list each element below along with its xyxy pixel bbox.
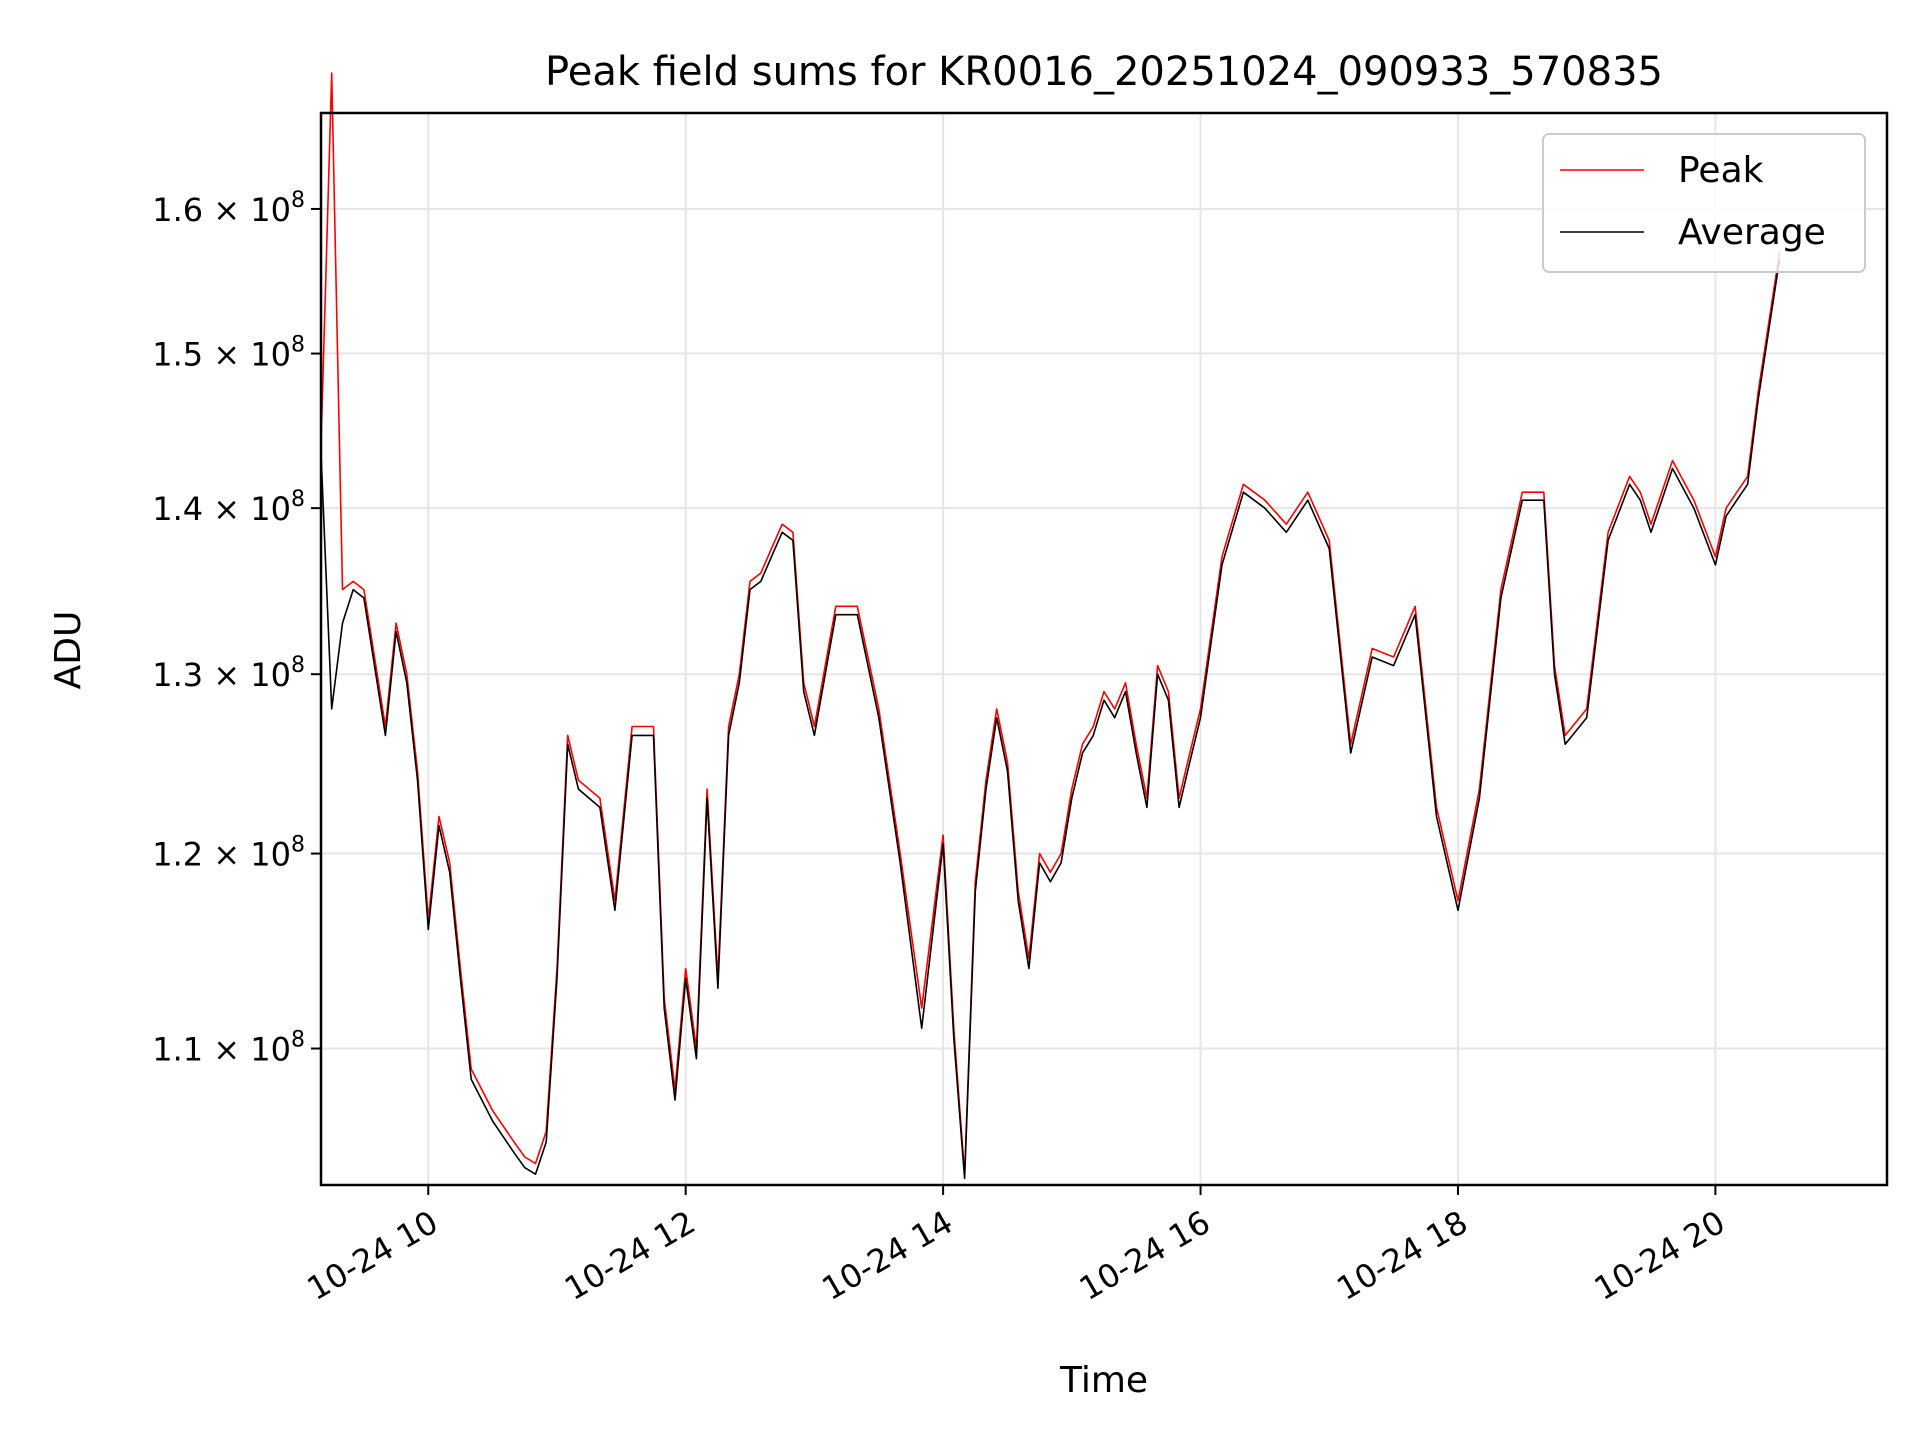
y-tick-label: 1.4 × 108: [152, 487, 305, 528]
legend: Peak Average: [1542, 133, 1866, 273]
legend-label-peak: Peak: [1678, 150, 1764, 191]
y-axis: 1.1 × 108 1.2 × 108 1.3 × 108 1.4 × 108 1.5 …: [152, 188, 321, 1069]
legend-label-average: Average: [1678, 212, 1826, 253]
y-tick-exponent: 8: [291, 653, 305, 678]
y-tick-label: 1.5 × 108: [152, 333, 305, 374]
y-tick-exponent: 8: [291, 1028, 305, 1053]
grid: [321, 113, 1887, 1185]
y-axis-label: ADU: [48, 611, 89, 690]
series-layer: [320, 72, 1781, 1180]
plot-frame: [319, 111, 1889, 1187]
y-tick-exponent: 8: [291, 188, 305, 213]
series-line-peak: [320, 72, 1781, 1175]
legend-box: [1542, 133, 1866, 273]
y-tick-label: 1.3 × 108: [152, 653, 305, 694]
y-tick-exponent: 8: [291, 333, 305, 358]
y-tick-exponent: 8: [291, 487, 305, 512]
y-tick-label: 1.6 × 108: [152, 188, 305, 229]
y-tick-label: 1.1 × 108: [152, 1028, 305, 1069]
y-tick-label: 1.2 × 108: [152, 833, 305, 874]
chart-title: Peak field sums for KR0016_20251024_0909…: [545, 49, 1663, 95]
y-tick-exponent: 8: [291, 833, 305, 858]
series-line-average: [320, 258, 1781, 1180]
x-axis-label: Time: [1059, 1360, 1148, 1401]
